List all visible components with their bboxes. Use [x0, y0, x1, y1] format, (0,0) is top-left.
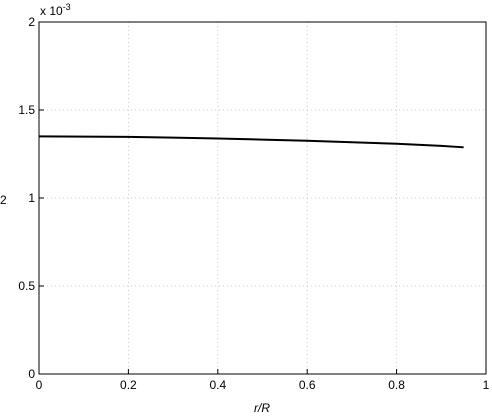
y-tick-label: 2 [28, 15, 35, 29]
plot-area [39, 22, 486, 374]
y-axis-label: 2 [0, 193, 7, 207]
line-series [38, 135, 464, 149]
x-tick-label: 0.2 [120, 378, 137, 392]
x-tick-label: 0.8 [388, 378, 405, 392]
exponent-power: -3 [63, 2, 71, 12]
y-exponent: x 10-3 [40, 2, 71, 18]
x-tick-label: 1 [483, 378, 490, 392]
y-tick-label: 1 [28, 191, 35, 205]
exponent-base: x 10 [40, 4, 63, 18]
y-tick-label: 0 [28, 367, 35, 381]
x-axis-label: r/R [254, 401, 270, 415]
y-tick-label: 1.5 [18, 103, 35, 117]
x-tick-label: 0.4 [209, 378, 226, 392]
x-tick-label: 0.6 [299, 378, 316, 392]
y-tick-label: 0.5 [18, 279, 35, 293]
x-tick-label: 0 [36, 378, 43, 392]
